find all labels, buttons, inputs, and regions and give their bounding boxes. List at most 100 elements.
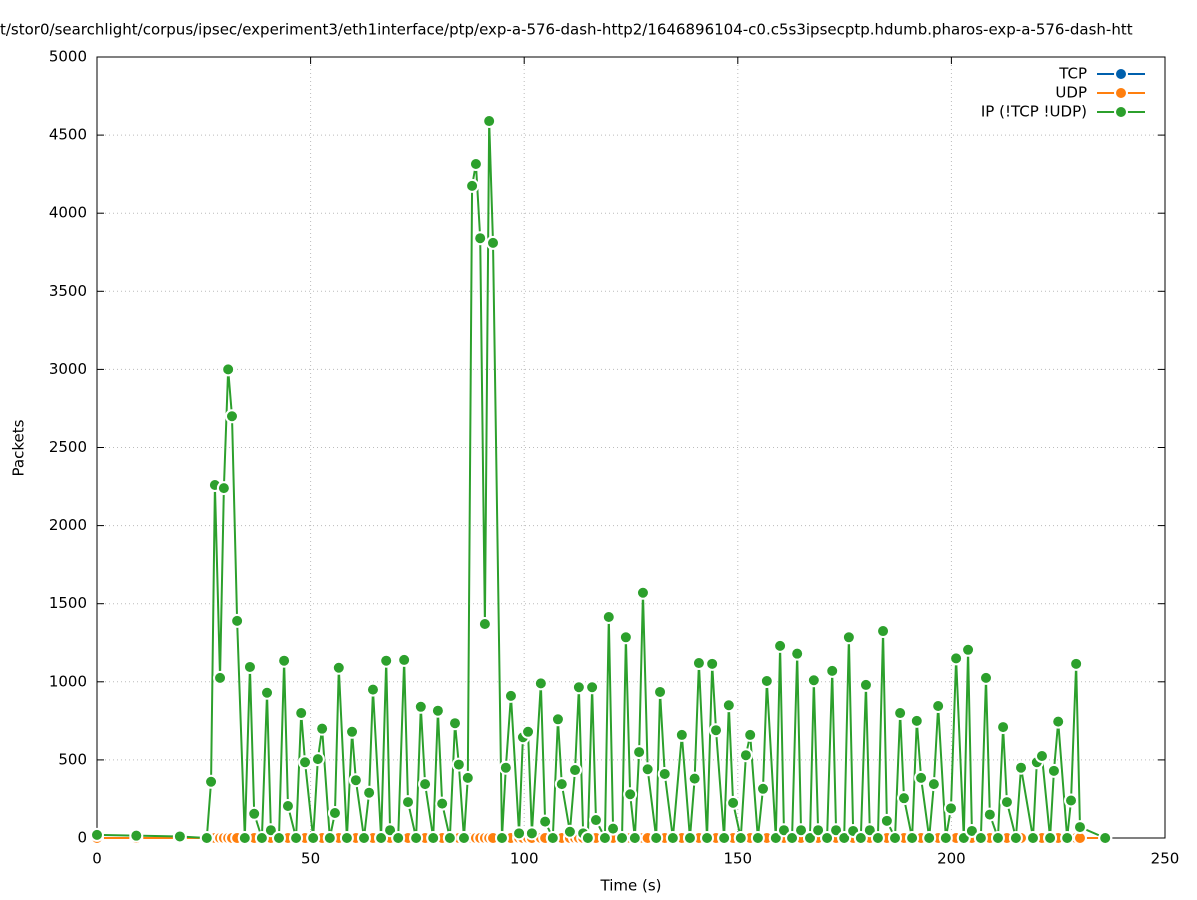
data-point <box>999 795 1014 810</box>
data-point <box>1046 763 1061 778</box>
y-tick-label: 4500 <box>49 126 87 144</box>
data-point <box>615 831 630 845</box>
data-point <box>743 727 758 742</box>
y-tick-label: 3000 <box>49 360 87 378</box>
data-point <box>465 178 480 193</box>
data-point <box>705 656 720 671</box>
data-point <box>597 831 612 845</box>
data-point <box>1008 831 1023 845</box>
data-point <box>691 656 706 671</box>
data-point <box>494 831 509 845</box>
data-point <box>460 770 475 785</box>
data-point <box>172 829 187 844</box>
data-point <box>733 831 748 845</box>
data-point <box>327 806 342 821</box>
data-point <box>618 630 633 645</box>
y-tick-label: 1000 <box>49 672 87 690</box>
data-point <box>914 770 929 785</box>
data-point <box>585 680 600 695</box>
data-point <box>204 774 219 789</box>
data-point <box>837 831 852 845</box>
y-tick-label: 500 <box>58 750 87 768</box>
legend-swatch <box>1114 86 1128 100</box>
data-point <box>357 831 371 845</box>
data-point <box>442 831 457 845</box>
data-point <box>486 235 501 250</box>
data-point <box>1014 760 1029 775</box>
data-point <box>665 831 680 845</box>
data-point <box>996 720 1011 735</box>
data-point <box>451 757 466 772</box>
data-point <box>550 712 565 727</box>
data-point <box>1025 831 1040 845</box>
legend-label: UDP <box>1055 84 1087 102</box>
data-point <box>768 831 783 845</box>
data-point <box>820 831 835 845</box>
data-point <box>224 409 239 424</box>
data-point <box>601 609 616 624</box>
data-point <box>348 773 363 788</box>
y-tick-label: 3500 <box>49 282 87 300</box>
data-point <box>521 724 536 739</box>
data-point <box>623 787 638 802</box>
y-tick-label: 5000 <box>49 48 87 66</box>
data-point <box>310 752 325 767</box>
data-point <box>862 823 877 838</box>
data-point <box>391 831 406 845</box>
data-point <box>277 653 292 668</box>
data-point <box>973 831 988 845</box>
data-point <box>435 796 450 811</box>
data-point <box>345 724 360 739</box>
y-tick-label: 2500 <box>49 438 87 456</box>
x-tick-label: 150 <box>723 850 752 868</box>
data-point <box>896 791 911 806</box>
data-point <box>482 114 497 129</box>
data-point <box>260 685 275 700</box>
legend-swatch <box>1114 67 1128 81</box>
data-point <box>926 777 941 792</box>
data-point <box>627 831 642 845</box>
data-point <box>909 713 924 728</box>
data-point <box>759 674 774 689</box>
data-point <box>961 642 976 657</box>
data-point <box>533 676 548 691</box>
data-point <box>721 698 736 713</box>
data-point <box>90 827 104 842</box>
data-point <box>254 831 269 845</box>
data-point <box>397 652 412 667</box>
data-point <box>473 231 488 246</box>
data-point <box>709 723 724 738</box>
data-point <box>717 831 732 845</box>
data-point <box>825 663 840 678</box>
data-point <box>893 706 908 721</box>
legend-label: TCP <box>1058 65 1087 83</box>
data-point <box>230 613 245 628</box>
data-point <box>213 670 228 685</box>
data-point <box>339 831 354 845</box>
series <box>90 114 1113 845</box>
x-tick-label: 50 <box>301 850 320 868</box>
data-point <box>322 831 337 845</box>
data-point <box>524 826 539 841</box>
data-point <box>990 831 1005 845</box>
data-point <box>237 831 252 845</box>
data-point <box>982 807 997 822</box>
data-point <box>905 831 920 845</box>
data-point <box>430 703 445 718</box>
x-tick-label: 0 <box>92 850 102 868</box>
data-point <box>649 831 664 845</box>
data-point <box>776 823 791 838</box>
data-point <box>1034 748 1049 763</box>
data-point <box>512 826 527 841</box>
data-point <box>456 831 471 845</box>
data-point <box>1098 831 1113 845</box>
data-point <box>298 755 313 770</box>
data-point <box>806 673 821 688</box>
data-point <box>289 831 304 845</box>
data-point <box>498 760 513 775</box>
data-point <box>1051 714 1066 729</box>
data-point <box>853 831 868 845</box>
data-point <box>468 156 483 171</box>
